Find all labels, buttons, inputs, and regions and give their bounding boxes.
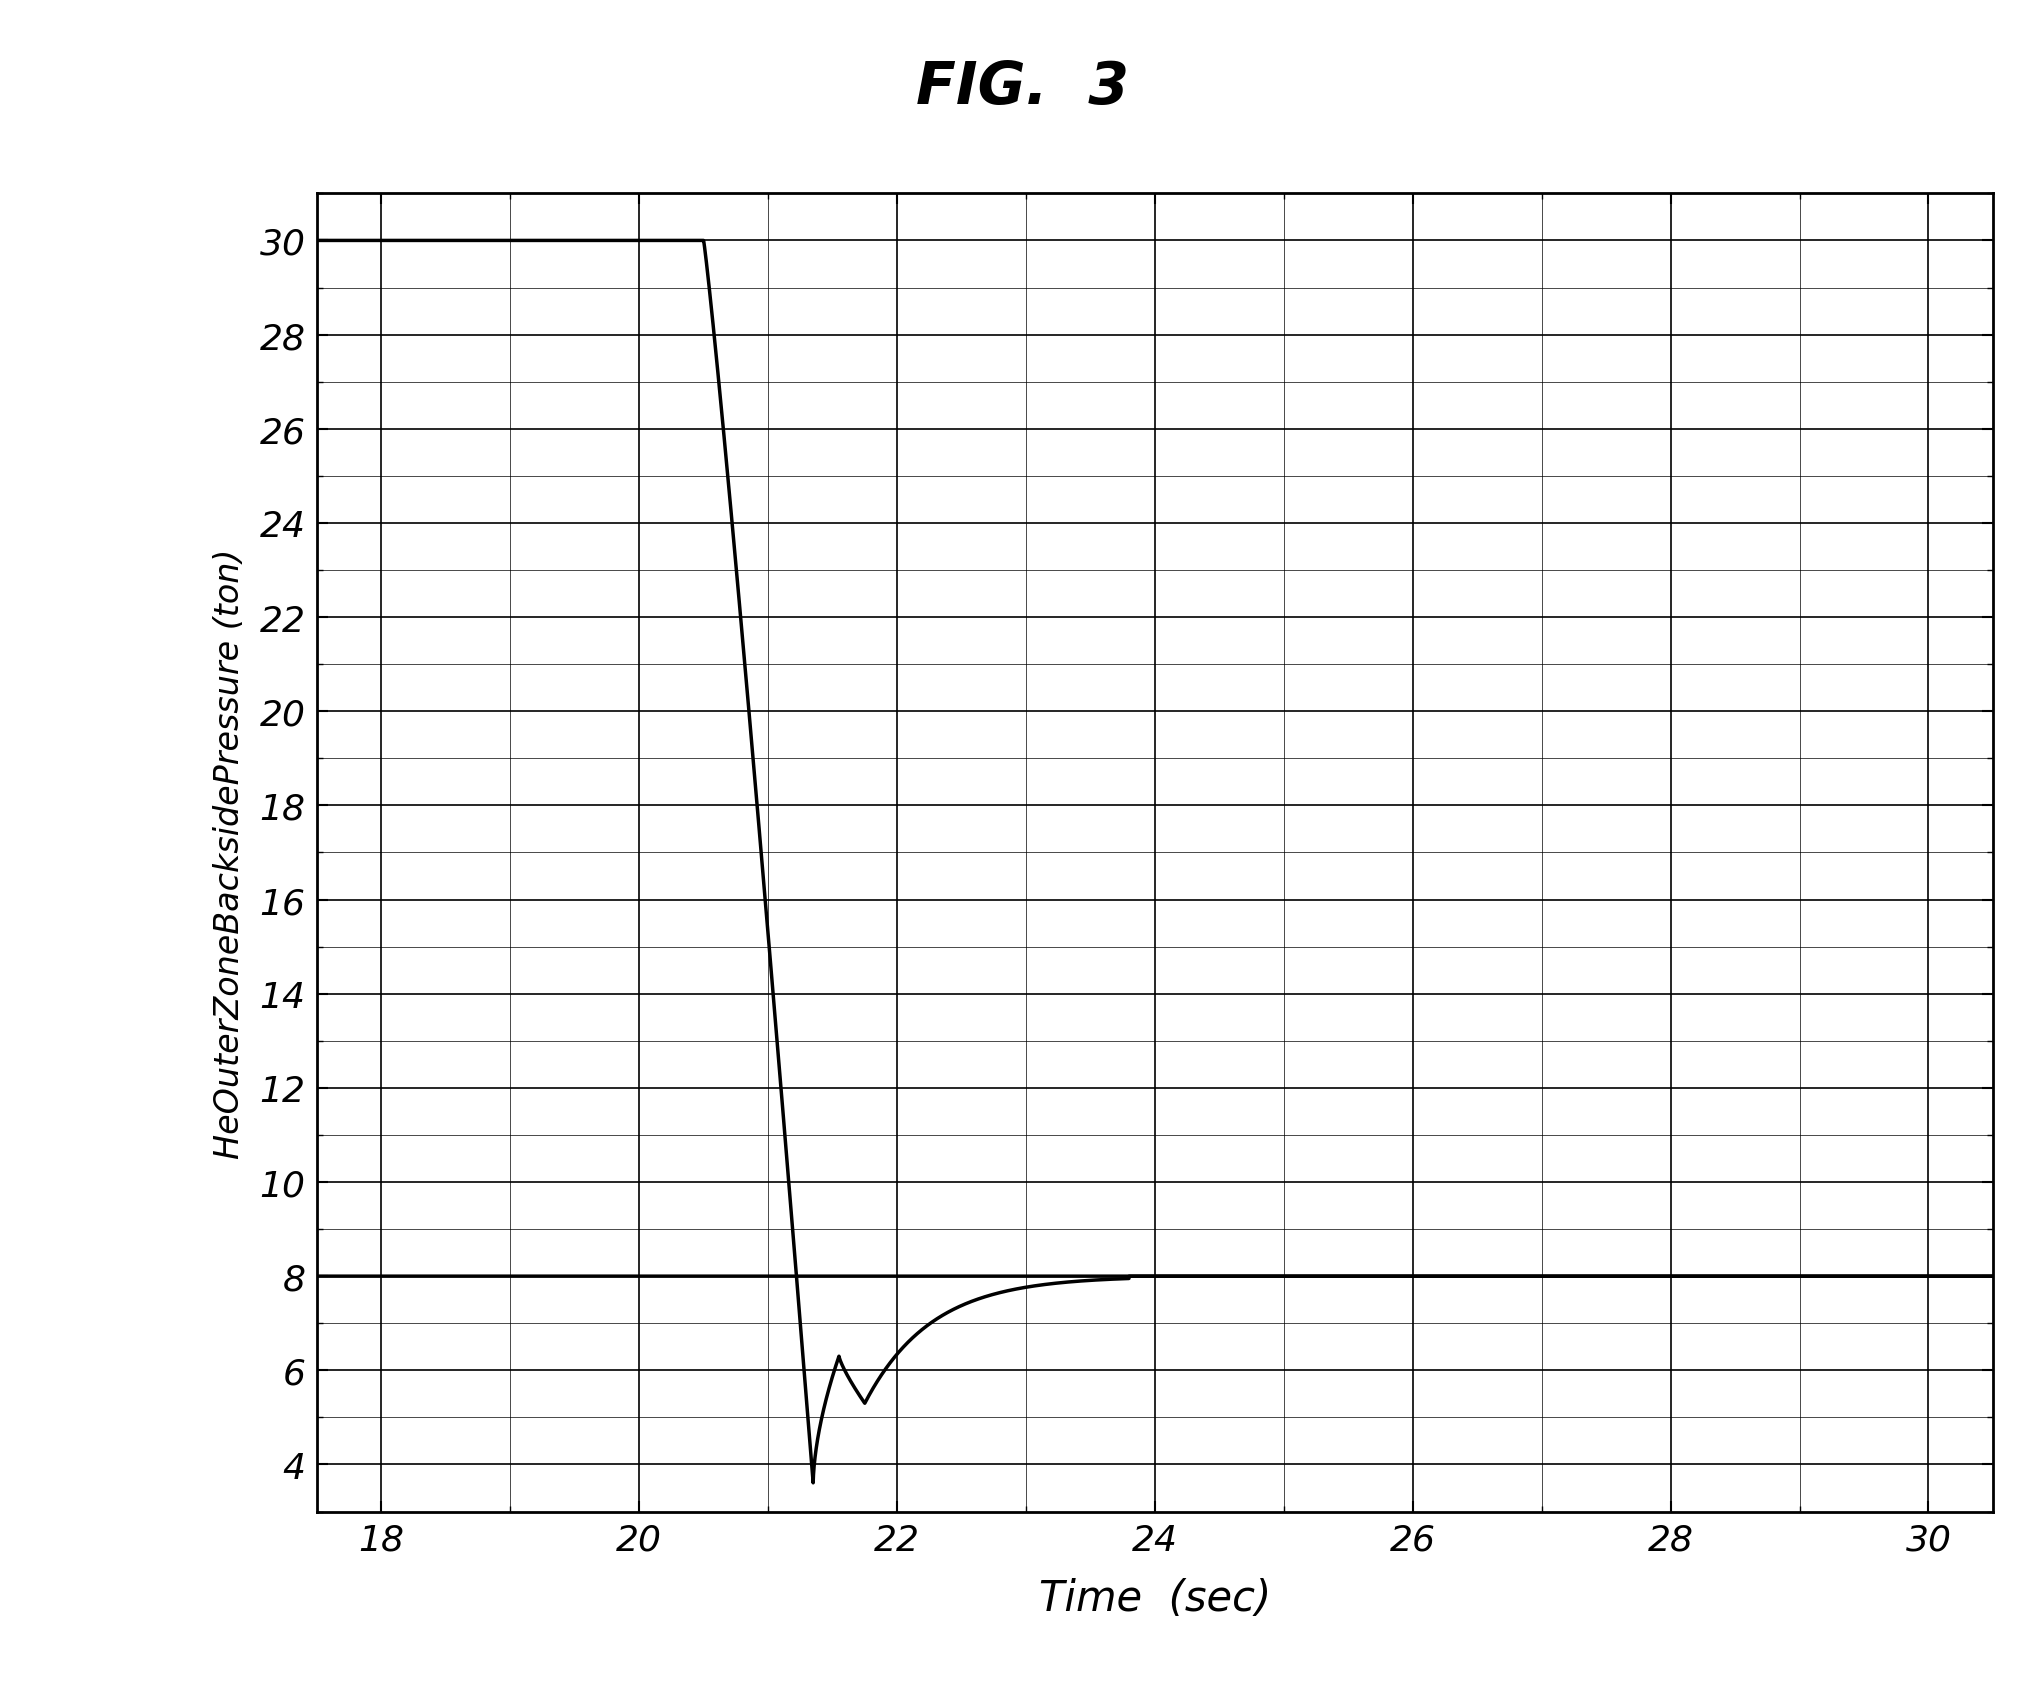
X-axis label: Time  (sec): Time (sec): [1038, 1578, 1271, 1620]
Text: FIG.  3: FIG. 3: [916, 59, 1128, 117]
Y-axis label: HeOuterZoneBacksidePressure (ton): HeOuterZoneBacksidePressure (ton): [213, 547, 245, 1159]
